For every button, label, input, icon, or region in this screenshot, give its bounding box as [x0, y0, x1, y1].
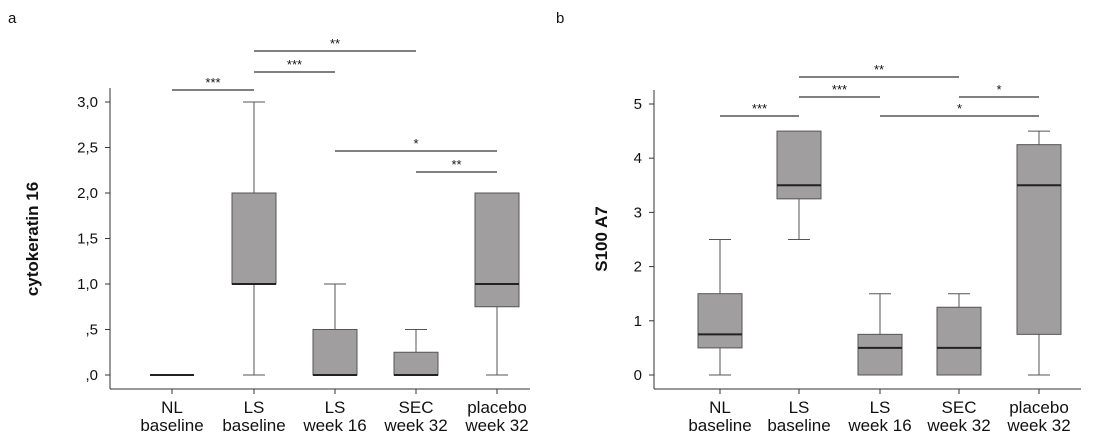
significance-label: *** — [287, 57, 302, 72]
iqr-box — [1016, 144, 1062, 335]
x-tick-label: week 32 — [464, 416, 528, 435]
x-tick-label: LS — [325, 398, 346, 417]
iqr-box — [697, 293, 743, 349]
x-tick-label: NL — [709, 398, 731, 417]
x-tick-label: SEC — [399, 398, 434, 417]
box-2 — [231, 101, 277, 376]
box-4 — [393, 329, 439, 376]
y-tick-label: 2 — [634, 259, 642, 276]
significance-label: ** — [330, 36, 340, 51]
significance-label: * — [957, 101, 962, 116]
y-tick-label: 2,0 — [77, 185, 98, 202]
significance-label: * — [996, 82, 1001, 97]
iqr-box — [776, 130, 822, 200]
x-tick-label: LS — [244, 398, 265, 417]
y-tick-label: 3 — [634, 204, 642, 221]
box-5 — [474, 192, 520, 376]
y-tick-label: 4 — [634, 150, 642, 167]
x-tick-label: NL — [161, 398, 183, 417]
iqr-box — [393, 351, 439, 376]
x-tick-label: LS — [870, 398, 891, 417]
x-tick-label: baseline — [140, 416, 203, 435]
panel-a-letter: a — [8, 10, 17, 27]
x-tick-label: placebo — [1009, 398, 1069, 417]
y-tick-label: 0 — [634, 367, 642, 384]
x-tick-label: week 32 — [1006, 416, 1070, 435]
significance-label: ** — [874, 62, 884, 77]
x-tick-label: week 16 — [847, 416, 911, 435]
x-tick-label: week 16 — [302, 416, 366, 435]
x-tick-label: week 32 — [383, 416, 447, 435]
y-tick-label: 5 — [634, 96, 642, 113]
y-axis-label: S100 A7 — [592, 206, 611, 272]
x-tick-label: LS — [789, 398, 810, 417]
y-tick-label: ,5 — [85, 322, 98, 339]
iqr-box — [857, 333, 903, 376]
box-3 — [857, 293, 903, 376]
x-tick-label: SEC — [942, 398, 977, 417]
x-tick-label: baseline — [688, 416, 751, 435]
y-axis-label: cytokeratin 16 — [23, 182, 42, 296]
iqr-box — [474, 192, 520, 308]
iqr-box — [936, 306, 982, 376]
y-tick-label: 3,0 — [77, 94, 98, 111]
panel-b-letter: b — [556, 10, 565, 27]
significance-label: *** — [205, 75, 220, 90]
y-tick-label: 2,5 — [77, 140, 98, 157]
significance-label: ** — [451, 157, 461, 172]
y-tick-label: 1,0 — [77, 276, 98, 293]
iqr-box — [231, 192, 277, 285]
x-tick-label: baseline — [767, 416, 830, 435]
box-3 — [312, 283, 358, 376]
y-tick-label: 1 — [634, 313, 642, 330]
y-tick-label: 1,5 — [77, 231, 98, 248]
x-tick-label: week 32 — [926, 416, 990, 435]
box-2 — [776, 130, 822, 240]
significance-label: *** — [832, 82, 847, 97]
box-1 — [697, 239, 743, 376]
x-tick-label: placebo — [467, 398, 527, 417]
box-4 — [936, 293, 982, 376]
significance-label: * — [413, 136, 418, 151]
y-tick-label: ,0 — [85, 367, 98, 384]
x-tick-label: baseline — [222, 416, 285, 435]
iqr-box — [312, 329, 358, 376]
box-5 — [1016, 130, 1062, 376]
significance-label: *** — [752, 101, 767, 116]
